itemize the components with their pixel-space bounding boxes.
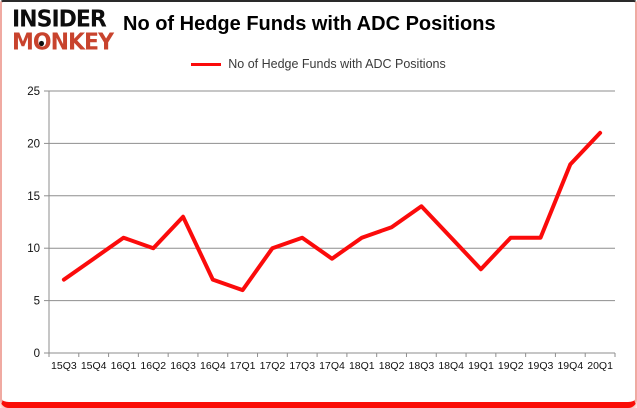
y-axis-label-20: 20 bbox=[27, 138, 40, 150]
x-axis-label-16Q2: 16Q2 bbox=[140, 360, 166, 372]
x-axis-label-18Q3: 18Q3 bbox=[409, 360, 435, 372]
x-axis-label-19Q4: 19Q4 bbox=[557, 360, 583, 372]
y-axis-label-0: 0 bbox=[34, 348, 40, 360]
x-axis-label-16Q4: 16Q4 bbox=[200, 360, 226, 372]
x-axis-label-18Q2: 18Q2 bbox=[379, 360, 405, 372]
y-axis-label-5: 5 bbox=[34, 296, 40, 308]
line-chart-plot: 0 5 10 15 20 25 15Q3 15Q4 16Q1 16Q2 16Q3 16Q4 17Q1 17… bbox=[27, 86, 616, 372]
logo-text-monkey-word: MONKEY bbox=[12, 29, 114, 56]
x-axis-label-15Q4: 15Q4 bbox=[81, 360, 107, 372]
legend-label: No of Hedge Funds with ADC Positions bbox=[228, 57, 446, 71]
x-axis-label-16Q3: 16Q3 bbox=[170, 360, 196, 372]
legend: No of Hedge Funds with ADC Positions bbox=[2, 57, 635, 71]
x-axis-label-18Q4: 18Q4 bbox=[438, 360, 464, 372]
x-axis-label-19Q3: 19Q3 bbox=[528, 360, 554, 372]
logo-text-insider: INSIDER bbox=[12, 6, 107, 33]
x-axis-label-17Q4: 17Q4 bbox=[319, 360, 345, 372]
series-line-hedge-funds bbox=[61, 130, 603, 293]
x-axis-label-20Q1: 20Q1 bbox=[587, 360, 613, 372]
x-axis-label-16Q1: 16Q1 bbox=[111, 360, 137, 372]
y-axis-label-15: 15 bbox=[27, 191, 40, 203]
legend-line-swatch bbox=[191, 62, 222, 66]
x-axis-label-17Q2: 17Q2 bbox=[260, 360, 286, 372]
monkey-eye-icon bbox=[39, 40, 44, 47]
y-axis-label-25: 25 bbox=[27, 86, 40, 98]
x-axis-label-15Q3: 15Q3 bbox=[51, 360, 77, 372]
logo-text-monkey: MONKEY bbox=[12, 29, 114, 56]
x-axis-label-17Q1: 17Q1 bbox=[230, 360, 256, 372]
insider-monkey-logo: INSIDER MONKEY bbox=[12, 6, 114, 56]
x-axis-label-19Q2: 19Q2 bbox=[498, 360, 524, 372]
chart-title: No of Hedge Funds with ADC Positions bbox=[123, 13, 496, 35]
x-axis-label-18Q1: 18Q1 bbox=[349, 360, 375, 372]
y-axis-label-10: 10 bbox=[27, 243, 40, 255]
x-axis-label-17Q3: 17Q3 bbox=[289, 360, 315, 372]
x-axis-label-19Q1: 19Q1 bbox=[468, 360, 494, 372]
